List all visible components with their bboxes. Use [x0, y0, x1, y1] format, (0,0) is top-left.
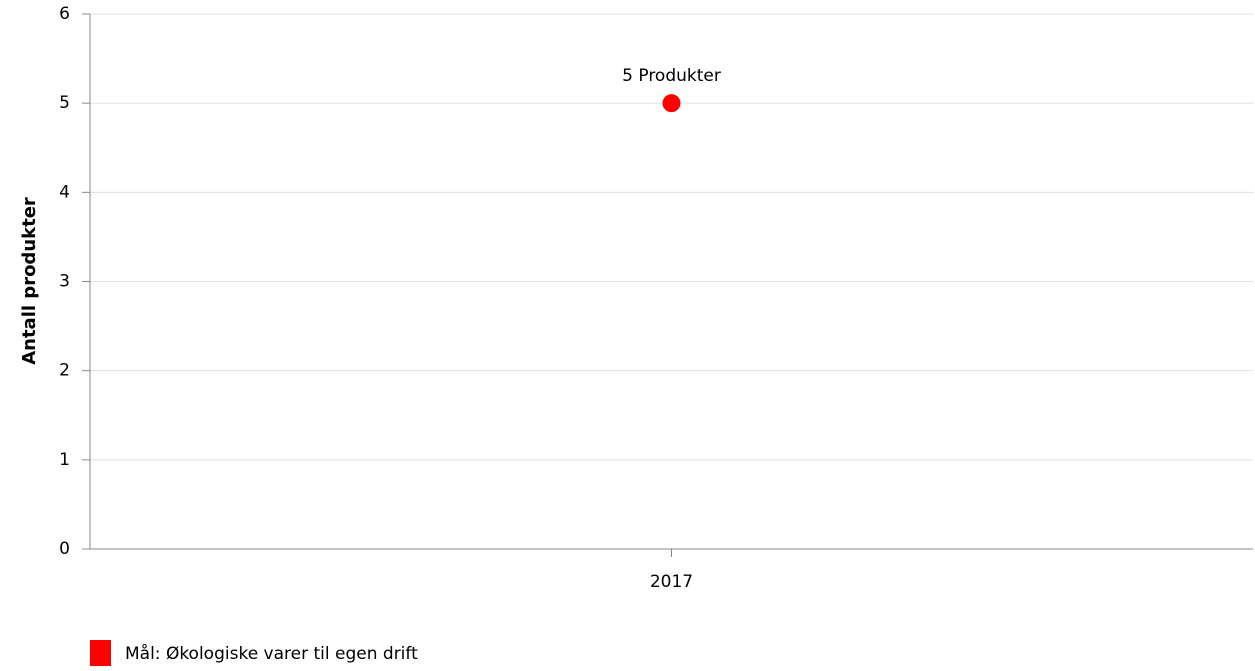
data-point — [662, 94, 681, 113]
y-tick-label: 1 — [59, 450, 70, 470]
y-axis-label: Antall produkter — [19, 197, 40, 365]
legend-swatch — [90, 640, 111, 666]
y-tick-label: 5 — [59, 93, 70, 113]
y-tick-label: 4 — [59, 182, 70, 202]
y-tick-label: 2 — [59, 361, 70, 381]
y-tick-label: 3 — [59, 272, 70, 292]
x-tick-label: 2017 — [650, 572, 693, 592]
legend-label: Mål: Økologiske varer til egen drift — [125, 643, 418, 664]
y-tick-label: 0 — [59, 539, 70, 559]
y-tick-label: 6 — [59, 4, 70, 24]
data-label: 5 Produkter — [622, 66, 721, 86]
